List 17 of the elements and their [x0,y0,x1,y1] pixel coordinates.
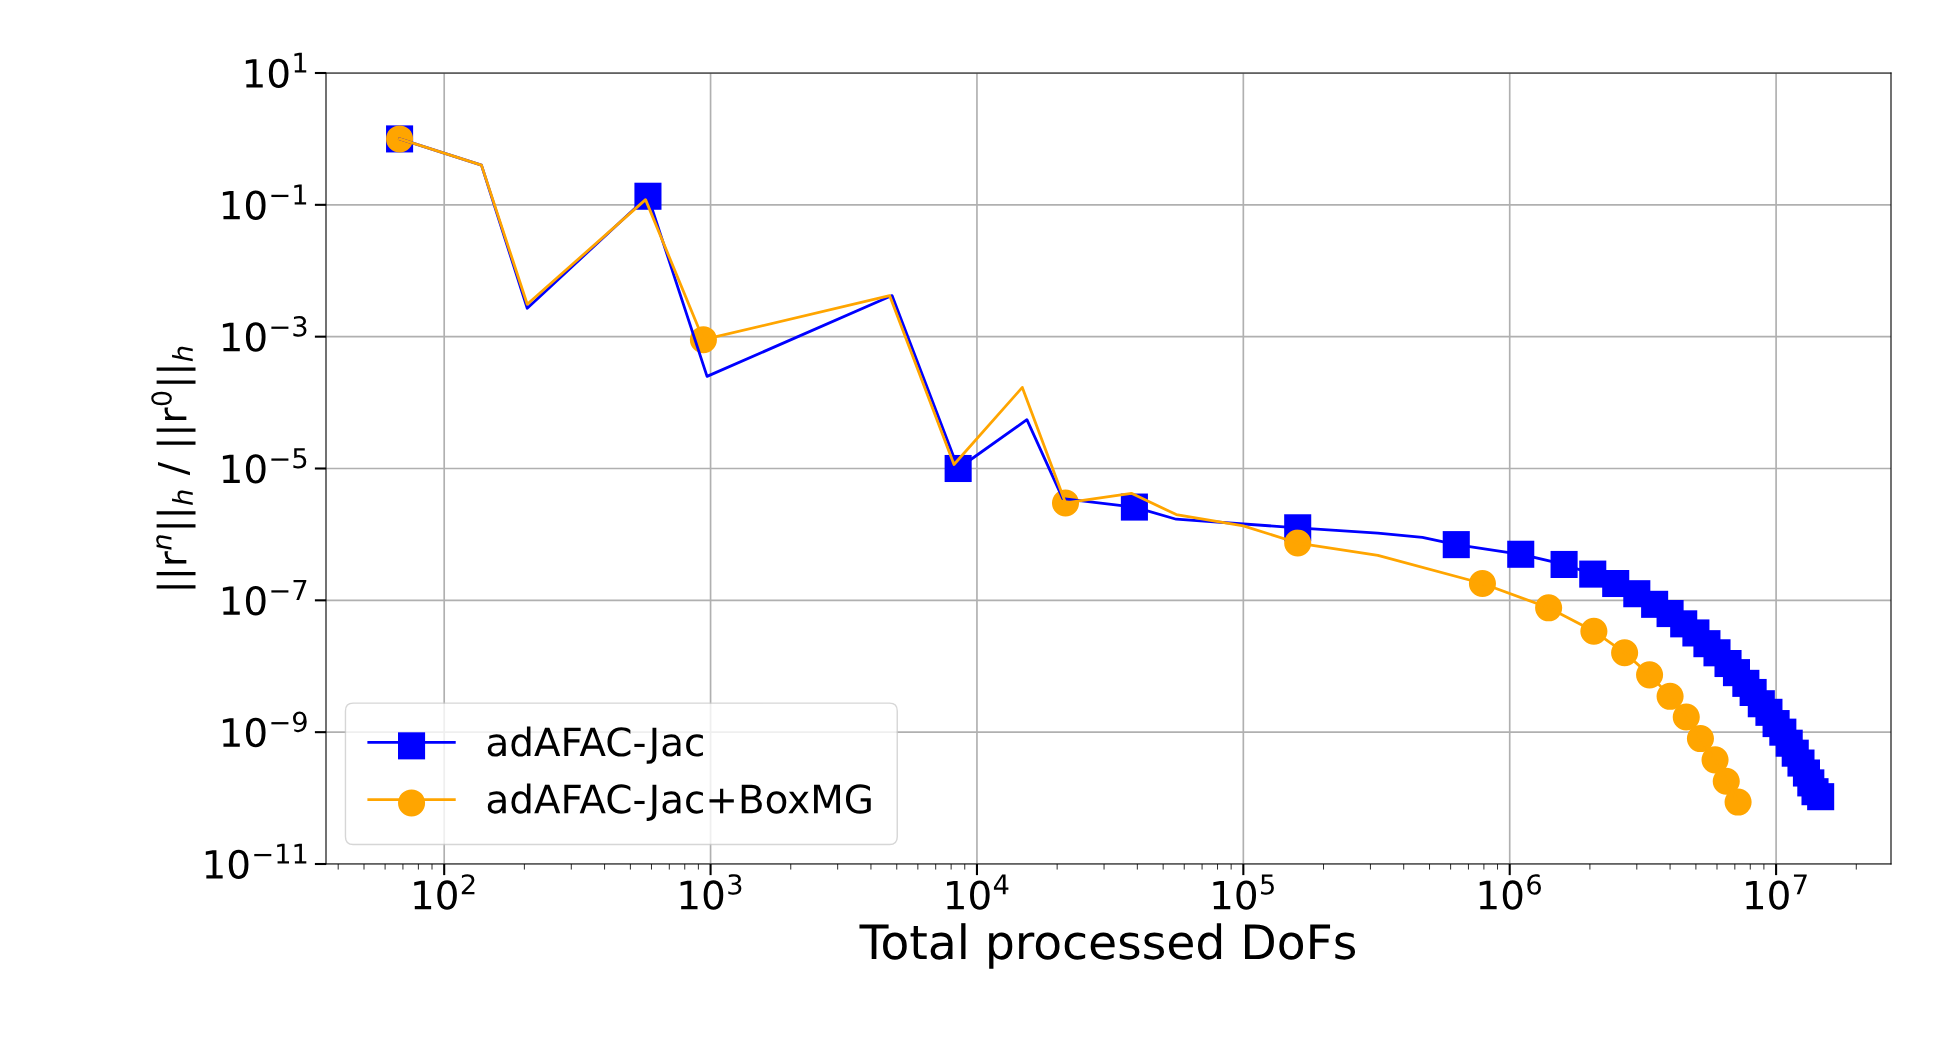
x-tick-label: 10$^{4}$ [947,874,1009,910]
legend-label: adAFAC-Jac [487,726,703,764]
y-tick-label: 10$^{−9}$ [222,711,307,748]
y-tick-label: 10$^{−11}$ [205,843,307,880]
y-tick-label: 10$^{−7}$ [222,580,307,616]
y-tick-label: 10$^{1}$ [245,52,307,89]
x-tick-label: 10$^{5}$ [1213,874,1274,910]
y-tick-label: 10$^{−3}$ [222,316,307,352]
legend-label: adAFAC-Jac+BoxMG [487,783,871,821]
x-tick-label: 10$^{2}$ [414,874,475,910]
x-tick-label: 10$^{7}$ [1746,874,1807,910]
y-tick-label: 10$^{−5}$ [222,448,307,484]
x-tick-label: 10$^{3}$ [680,874,742,910]
y-tick-label: 10$^{−1}$ [222,184,307,220]
y-axis-title: ||r$^{n}$||$_{h}$ / ||r$^{0}$||$_{h}$ [151,346,196,589]
x-tick-label: 10$^{6}$ [1479,874,1541,910]
x-axis-title: Total processed DoFs [859,923,1356,969]
